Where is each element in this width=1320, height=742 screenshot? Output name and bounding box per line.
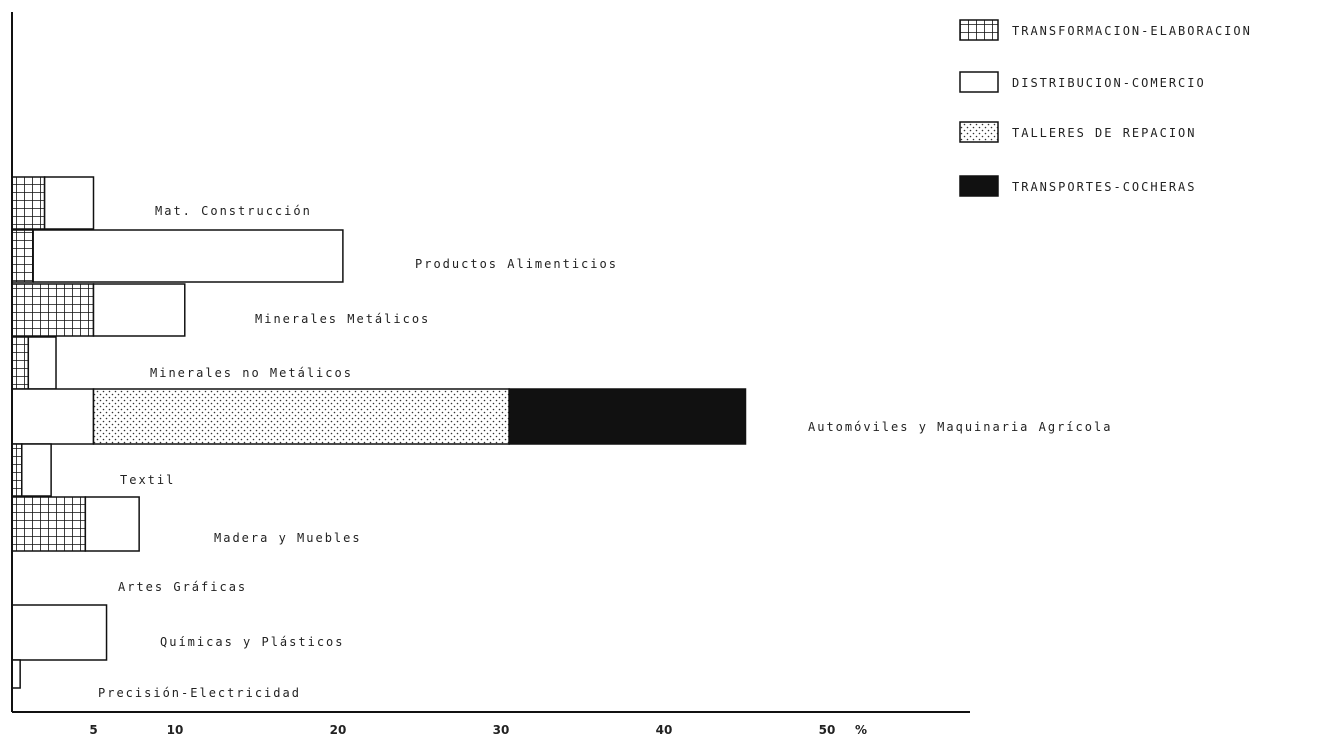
legend-label-transportes-cocheras: TRANSPORTES-COCHERAS <box>1012 180 1197 194</box>
x-unit-label: % <box>855 723 867 737</box>
category-label-artes-graficas: Artes Gráficas <box>118 580 247 594</box>
bar-automoviles-y-maquinaria-agricola-transportes-cocheras <box>508 388 747 445</box>
x-tick-label-50: 50 <box>819 723 836 737</box>
legend-label-transformacion-elaboracion: TRANSFORMACION-ELABORACION <box>1012 24 1252 38</box>
category-label-madera-y-muebles: Madera y Muebles <box>214 531 362 545</box>
category-labels: Mat. Construcción Productos Alimenticios M… <box>98 204 1112 700</box>
category-label-minerales-metalicos: Minerales Metálicos <box>255 312 430 326</box>
x-tick-label-5: 5 <box>89 723 97 737</box>
x-tick-label-30: 30 <box>493 723 510 737</box>
legend-swatch-distribucion-comercio <box>959 71 999 93</box>
legend-label-talleres-de-repacion: TALLERES DE REPACION <box>1012 126 1197 140</box>
x-tick-labels: 5 10 20 30 40 50 <box>89 723 835 737</box>
bar-group <box>11 176 747 689</box>
legend-label-distribucion-comercio: DISTRIBUCION-COMERCIO <box>1012 76 1206 90</box>
legend-swatch-talleres-de-repacion <box>959 121 999 143</box>
category-label-precision-electricidad: Precisión-Electricidad <box>98 686 301 700</box>
x-tick-label-10: 10 <box>167 723 184 737</box>
axes <box>11 12 970 713</box>
bar-automoviles-y-maquinaria-agricola-distribucion-comercio <box>11 388 95 445</box>
bar-quimicas-y-plasticos-distribucion-comercio <box>11 604 108 661</box>
bar-minerales-no-metalicos-transformacion-elaboracion <box>11 336 30 390</box>
legend-swatch-transportes-cocheras <box>959 175 999 197</box>
legend-swatch-transformacion-elaboracion <box>959 19 999 41</box>
bar-precision-electricidad-distribucion-comercio <box>11 659 21 689</box>
x-tick-label-40: 40 <box>656 723 673 737</box>
bar-madera-y-muebles-distribucion-comercio <box>84 496 140 552</box>
legend: TRANSFORMACION-ELABORACION DISTRIBUCION-C… <box>959 19 1252 197</box>
bar-minerales-metalicos-distribucion-comercio <box>92 283 186 337</box>
bar-mat-construccion-distribucion-comercio <box>43 176 95 230</box>
category-label-automoviles-y-maquinaria-agricola: Automóviles y Maquinaria Agrícola <box>808 420 1112 434</box>
bar-textil-transformacion-elaboracion <box>11 443 23 497</box>
bar-minerales-metalicos-transformacion-elaboracion <box>11 283 95 337</box>
bar-minerales-no-metalicos-distribucion-comercio <box>27 336 57 390</box>
category-label-quimicas-y-plasticos: Químicas y Plásticos <box>160 635 345 649</box>
bar-productos-alimenticios-distribucion-comercio <box>32 229 344 283</box>
bar-mat-construccion-transformacion-elaboracion <box>11 176 46 230</box>
bar-automoviles-y-maquinaria-agricola-talleres-de-repacion <box>92 388 510 445</box>
bar-madera-y-muebles-transformacion-elaboracion <box>11 496 87 552</box>
bar-productos-alimenticios-transformacion-elaboracion <box>11 229 34 283</box>
category-label-productos-alimenticios: Productos Alimenticios <box>415 257 618 271</box>
bar-textil-distribucion-comercio <box>21 443 52 497</box>
category-label-mat-construccion: Mat. Construcción <box>155 204 312 218</box>
category-label-textil: Textil <box>120 473 175 487</box>
x-tick-label-20: 20 <box>330 723 347 737</box>
category-label-minerales-no-metalicos: Minerales no Metálicos <box>150 366 353 380</box>
